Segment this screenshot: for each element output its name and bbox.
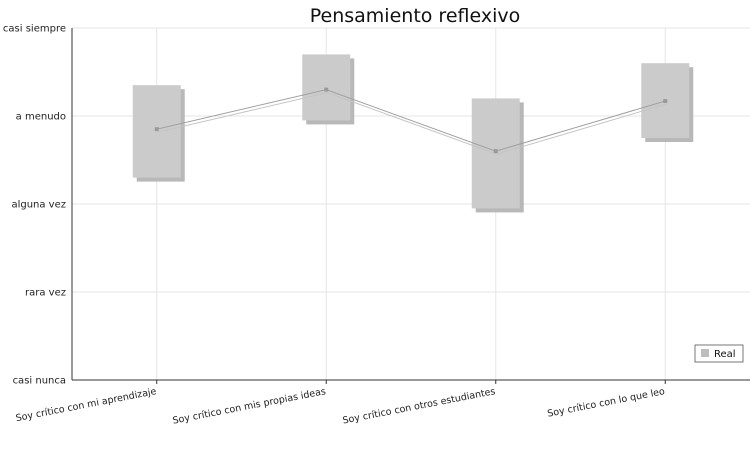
- series-lines: [156, 89, 667, 155]
- y-tick-label: casi nunca: [13, 376, 66, 387]
- series-line: [156, 89, 666, 152]
- series-markers: [154, 87, 668, 154]
- data-point: [324, 87, 329, 92]
- y-tick-label: a menudo: [16, 112, 66, 123]
- chart-title: Pensamiento reflexivo: [310, 5, 520, 27]
- x-tick-label: Soy crítico con mis propias ideas: [172, 386, 327, 427]
- legend-label: Real: [714, 349, 736, 360]
- range-boxes: [132, 54, 694, 213]
- x-axis-ticks: Soy crítico con mi aprendizaje Soy crític…: [15, 386, 666, 427]
- y-tick-label: rara vez: [25, 288, 66, 299]
- data-point: [663, 99, 668, 104]
- y-axis-ticks: casi nunca rara vez alguna vez a menudo casi…: [3, 24, 66, 387]
- x-tick-label: Soy crítico con lo que leo: [546, 386, 666, 420]
- range-box: [302, 54, 351, 121]
- data-point: [154, 127, 159, 132]
- data-point: [493, 149, 498, 154]
- legend[interactable]: Real: [694, 344, 744, 363]
- legend-swatch: [701, 349, 709, 357]
- series-line-shadow: [157, 92, 667, 155]
- y-tick-label: casi siempre: [3, 24, 66, 35]
- range-box: [132, 85, 181, 178]
- x-tick-label: Soy crítico con mi aprendizaje: [15, 386, 158, 424]
- y-tick-label: alguna vez: [11, 200, 66, 211]
- x-tick-label: Soy crítico con otros estudiantes: [342, 386, 497, 426]
- axes: [71, 28, 750, 384]
